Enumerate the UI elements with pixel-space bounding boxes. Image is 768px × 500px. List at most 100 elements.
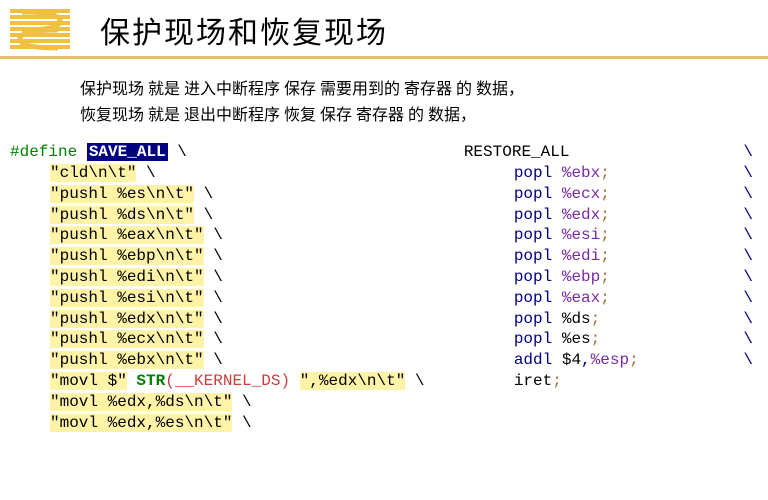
register: %edx	[562, 206, 600, 224]
popl-line: popl %ebx; \	[464, 163, 768, 184]
kernel-ds-arg: __KERNEL_DS	[175, 372, 281, 390]
define-line: #define SAVE_ALL \	[10, 142, 444, 163]
backslash: \	[743, 205, 753, 226]
asm-string: "pushl %ds\n\t"	[50, 206, 194, 224]
logo-icon	[10, 9, 70, 51]
addl-kw: addl	[514, 351, 552, 369]
code-line: "movl %edx,%es\n\t" \	[10, 413, 444, 434]
backslash: \	[213, 351, 223, 369]
popl-line: popl %es; \	[464, 329, 768, 350]
popl-kw: popl	[514, 289, 552, 307]
register: %ebx	[562, 164, 600, 182]
description: 保护现场 就是 进入中断程序 保存 需要用到的 寄存器 的 数据， 恢复现场 就…	[0, 59, 768, 142]
semicolon: ;	[600, 206, 610, 224]
semicolon: ;	[600, 268, 610, 286]
addl-line: addl $4,%esp; \	[464, 350, 768, 371]
register: %es	[562, 330, 591, 348]
popl-kw: popl	[514, 268, 552, 286]
backslash: \	[213, 268, 223, 286]
semicolon: ;	[600, 164, 610, 182]
popl-kw: popl	[514, 164, 552, 182]
asm-string: "pushl %eax\n\t"	[50, 226, 204, 244]
popl-kw: popl	[514, 330, 552, 348]
movl-prefix: "movl $"	[50, 372, 127, 390]
backslash: \	[177, 143, 187, 161]
popl-kw: popl	[514, 226, 552, 244]
backslash: \	[743, 350, 753, 371]
paren-open: (	[165, 372, 175, 390]
desc-line-1: 保护现场 就是 进入中断程序 保存 需要用到的 寄存器 的 数据，	[80, 77, 688, 103]
register: %ecx	[562, 185, 600, 203]
iret: iret	[514, 372, 552, 390]
popl-kw: popl	[514, 247, 552, 265]
movl-suffix: ",%edx\n\t"	[300, 372, 406, 390]
register: %edi	[562, 247, 600, 265]
header: 保护现场和恢复现场	[0, 0, 768, 59]
paren-close: )	[280, 372, 290, 390]
page-title: 保护现场和恢复现场	[100, 8, 388, 52]
semicolon: ;	[600, 289, 610, 307]
backslash: \	[204, 185, 214, 203]
popl-line: popl %ds; \	[464, 309, 768, 330]
register: %ds	[562, 310, 591, 328]
code-line: "pushl %ds\n\t" \	[10, 205, 444, 226]
asm-string: "movl %edx,%es\n\t"	[50, 414, 232, 432]
addl-imm: $4	[562, 351, 581, 369]
str-fn: STR	[136, 372, 165, 390]
code-line: "pushl %ebx\n\t" \	[10, 350, 444, 371]
desc-line-2: 恢复现场 就是 退出中断程序 恢复 保存 寄存器 的 数据，	[80, 103, 688, 129]
asm-string: "cld\n\t"	[50, 164, 136, 182]
register: %eax	[562, 289, 600, 307]
code-area: #define SAVE_ALL \ "cld\n\t" \"pushl %es…	[0, 142, 768, 433]
restore-all-code: RESTORE_ALL \ popl %ebx;\popl %ecx;\popl…	[444, 142, 768, 433]
popl-line: popl %ecx; \	[464, 184, 768, 205]
backslash: \	[743, 163, 753, 184]
iret-line: iret;	[464, 371, 768, 392]
code-line: "pushl %es\n\t" \	[10, 184, 444, 205]
macro-name: SAVE_ALL	[87, 143, 168, 161]
popl-kw: popl	[514, 206, 552, 224]
backslash: \	[743, 267, 753, 288]
backslash: \	[743, 329, 753, 350]
asm-string: "pushl %edx\n\t"	[50, 310, 204, 328]
code-line: "pushl %esi\n\t" \	[10, 288, 444, 309]
backslash: \	[213, 247, 223, 265]
code-line: "cld\n\t" \	[10, 163, 444, 184]
asm-string: "pushl %ebp\n\t"	[50, 247, 204, 265]
backslash: \	[743, 142, 753, 163]
backslash: \	[743, 246, 753, 267]
backslash: \	[242, 414, 252, 432]
popl-kw: popl	[514, 310, 552, 328]
define-keyword: #define	[10, 143, 77, 161]
code-line: "pushl %edx\n\t" \	[10, 309, 444, 330]
popl-line: popl %ebp; \	[464, 267, 768, 288]
backslash: \	[213, 310, 223, 328]
semicolon: ;	[591, 330, 601, 348]
semicolon: ;	[591, 310, 601, 328]
popl-kw: popl	[514, 185, 552, 203]
popl-line: popl %esi;\	[464, 225, 768, 246]
backslash: \	[242, 393, 252, 411]
backslash: \	[743, 225, 753, 246]
backslash: \	[743, 288, 753, 309]
save-all-code: #define SAVE_ALL \ "cld\n\t" \"pushl %es…	[10, 142, 444, 433]
code-line: "pushl %ebp\n\t" \	[10, 246, 444, 267]
register: %ebp	[562, 268, 600, 286]
backslash: \	[213, 289, 223, 307]
backslash: \	[415, 372, 425, 390]
asm-string: "pushl %es\n\t"	[50, 185, 194, 203]
asm-string: "pushl %ecx\n\t"	[50, 330, 204, 348]
backslash: \	[743, 309, 753, 330]
popl-line: popl %edx; \	[464, 205, 768, 226]
backslash: \	[213, 330, 223, 348]
addl-reg: %esp	[591, 351, 629, 369]
backslash: \	[743, 184, 753, 205]
asm-string: "pushl %esi\n\t"	[50, 289, 204, 307]
code-line: "pushl %eax\n\t" \	[10, 225, 444, 246]
semicolon: ;	[600, 185, 610, 203]
restore-header-line: RESTORE_ALL \	[464, 142, 768, 163]
popl-line: popl %eax; \	[464, 288, 768, 309]
movl-line: "movl $" STR(__KERNEL_DS) ",%edx\n\t" \	[10, 371, 444, 392]
backslash: \	[213, 226, 223, 244]
semicolon: ;	[600, 247, 610, 265]
